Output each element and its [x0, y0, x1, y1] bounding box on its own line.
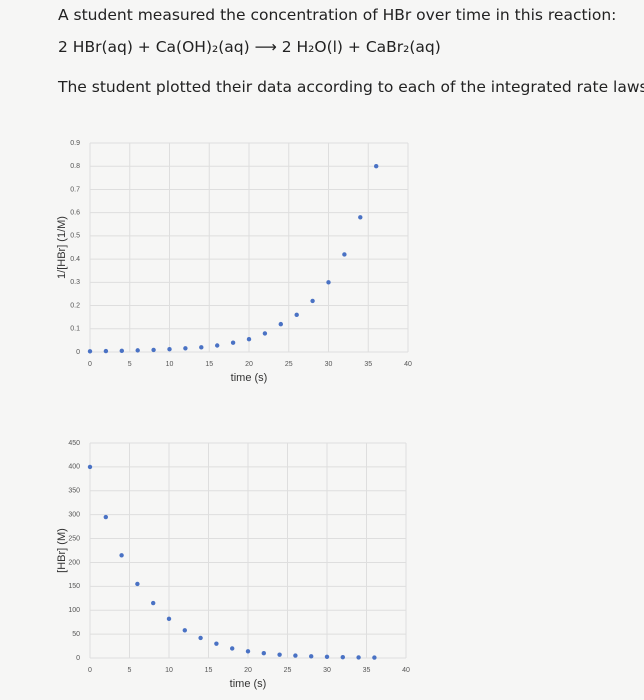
y-axis-label: 1/[HBr] (1/M): [56, 216, 68, 279]
data-point: [310, 298, 315, 304]
data-point: [151, 600, 156, 606]
data-point: [309, 654, 314, 659]
data-point: [246, 337, 252, 342]
x-tick-label: 25: [285, 361, 293, 368]
data-point: [293, 653, 298, 658]
data-point: [167, 347, 172, 352]
y-tick-label: 0.2: [70, 302, 80, 309]
data-point: [356, 655, 361, 660]
x-axis-label: time (s): [231, 372, 268, 384]
data-point: [230, 646, 235, 651]
y-tick-label: 0.3: [70, 279, 80, 286]
data-point: [103, 514, 109, 520]
data-point: [199, 345, 204, 350]
data-point: [103, 348, 109, 354]
y-tick-label: 250: [68, 535, 80, 542]
data-point: [135, 348, 140, 353]
x-tick-label: 35: [363, 667, 371, 674]
data-point: [374, 164, 379, 169]
data-point: [87, 349, 93, 354]
data-point: [183, 346, 188, 351]
y-tick-label: 0.9: [70, 140, 80, 147]
data-point: [135, 581, 140, 587]
data-point: [277, 652, 282, 657]
x-tick-label: 5: [128, 667, 132, 674]
data-point: [261, 651, 266, 656]
data-point: [294, 312, 299, 318]
data-point: [230, 340, 236, 345]
y-axis-label: [HBr] (M): [56, 528, 68, 573]
x-tick-label: 40: [404, 361, 412, 368]
data-point: [119, 348, 125, 354]
data-point: [262, 331, 268, 336]
data-point: [324, 654, 330, 660]
data-point: [326, 280, 331, 285]
x-tick-label: 15: [205, 361, 213, 368]
data-point: [166, 616, 172, 622]
y-tick-label: 0.1: [70, 326, 80, 333]
data-point: [198, 635, 203, 641]
x-axis-label: time (s): [230, 678, 267, 690]
x-tick-label: 20: [244, 667, 252, 674]
y-tick-label: 400: [68, 464, 80, 471]
x-tick-label: 40: [402, 667, 410, 674]
y-tick-label: 0.6: [70, 210, 80, 217]
y-tick-label: 150: [68, 583, 80, 590]
data-point: [358, 215, 363, 220]
x-tick-label: 0: [88, 361, 92, 368]
x-tick-label: 0: [88, 667, 92, 674]
equation: 2 HBr(aq) + Ca(OH)₂(aq) ⟶ 2 H₂O(l) + CaB…: [58, 38, 441, 56]
y-tick-label: 0.4: [70, 256, 80, 263]
y-tick-label: 50: [72, 631, 80, 638]
data-point: [278, 321, 283, 327]
x-tick-label: 25: [284, 667, 292, 674]
x-tick-label: 20: [245, 361, 253, 368]
y-tick-label: 0: [76, 655, 80, 662]
y-tick-label: 350: [68, 488, 80, 495]
x-tick-label: 30: [325, 361, 333, 368]
y-tick-label: 200: [68, 559, 80, 566]
y-tick-label: 300: [68, 512, 80, 519]
x-tick-label: 35: [364, 361, 372, 368]
x-tick-label: 30: [323, 667, 331, 674]
x-tick-label: 15: [205, 667, 213, 674]
data-point: [151, 347, 156, 353]
data-point: [215, 343, 220, 348]
data-point: [372, 655, 377, 660]
y-tick-label: 450: [68, 440, 80, 447]
intro-text: A student measured the concentration of …: [58, 6, 617, 24]
y-tick-label: 0.5: [70, 233, 80, 240]
data-point: [87, 464, 93, 470]
y-tick-label: 0.8: [70, 163, 80, 170]
data-point: [119, 553, 124, 558]
x-tick-label: 10: [165, 667, 173, 674]
note-text: The student plotted their data according…: [58, 78, 644, 96]
x-tick-label: 5: [128, 361, 132, 368]
data-point: [342, 252, 347, 257]
y-tick-label: 0: [76, 349, 80, 356]
y-tick-label: 100: [68, 607, 80, 614]
data-point: [214, 641, 219, 646]
data-point: [245, 649, 251, 654]
data-point: [340, 654, 345, 660]
x-tick-label: 10: [166, 361, 174, 368]
y-tick-label: 0.7: [70, 186, 80, 193]
data-point: [182, 628, 187, 633]
